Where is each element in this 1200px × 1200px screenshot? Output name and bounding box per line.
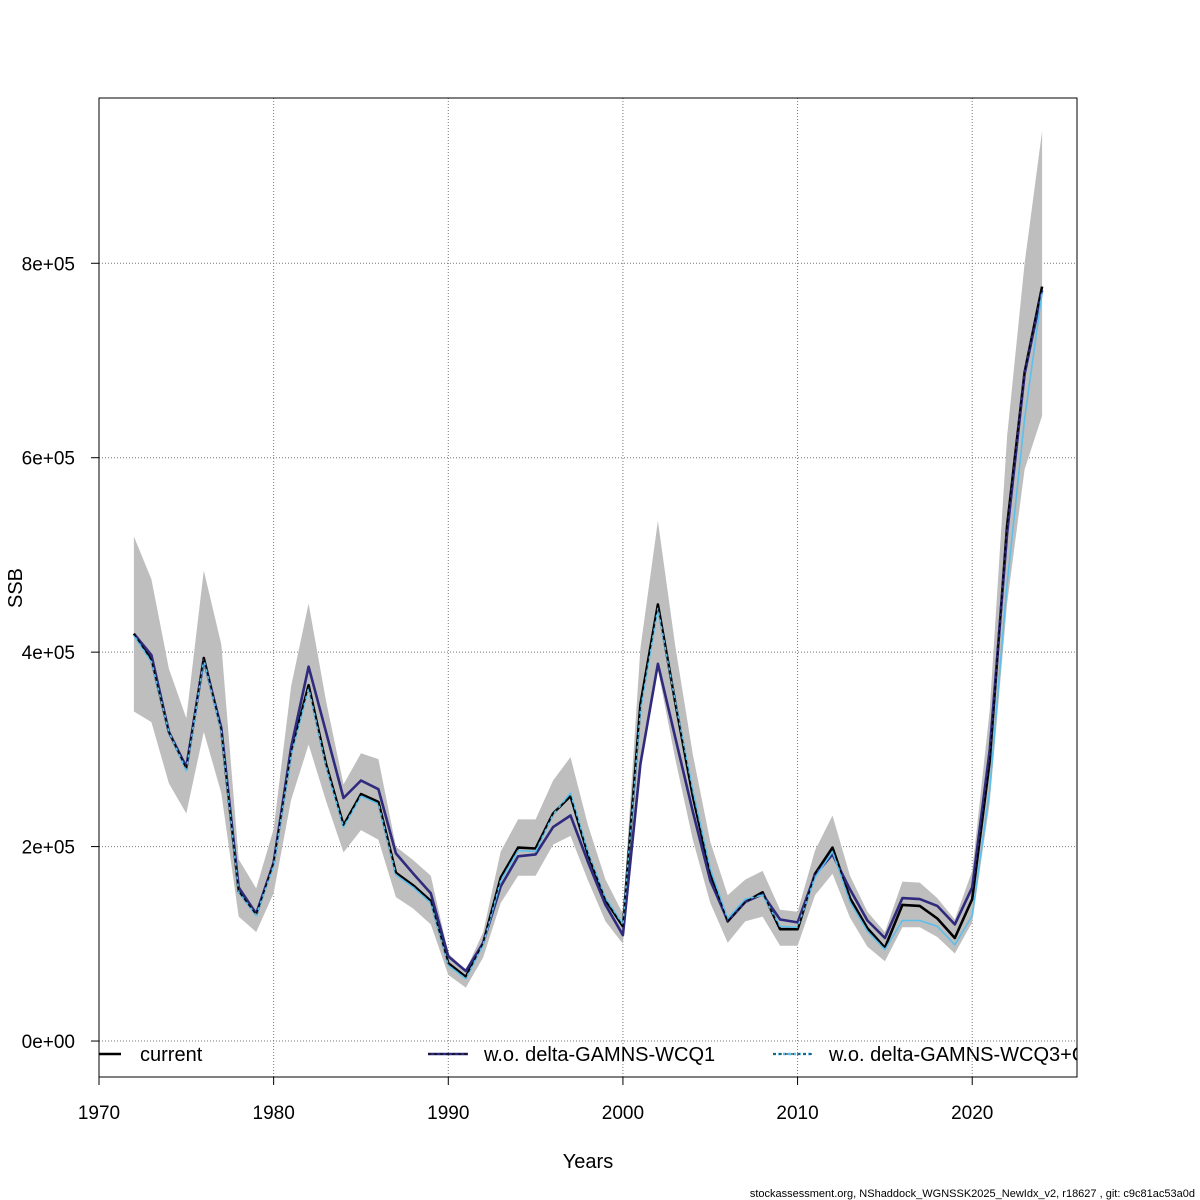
legend-label: current	[140, 1044, 203, 1066]
grid-lines	[99, 98, 1077, 1077]
series-line-3	[133, 286, 1043, 978]
y-tick-label: 6e+05	[22, 449, 75, 470]
x-axis: 1970 1980 1990 2000 2010 2020	[78, 1076, 993, 1124]
legend-label: w.o. delta-GAMNS-WCQ1	[483, 1044, 715, 1066]
x-tick-label: 1980	[253, 1103, 295, 1124]
series-layer	[132, 286, 1044, 980]
legend: current w.o. delta-GAMNS-WCQ1 w.o. delta-G…	[99, 1044, 1099, 1066]
y-axis-title: SSB	[5, 568, 27, 608]
x-tick-label: 1990	[427, 1103, 469, 1124]
legend-label: w.o. delta-GAMNS-WCQ3+Q4	[828, 1044, 1099, 1066]
y-tick-label: 0e+00	[22, 1032, 75, 1053]
y-axis: 0e+00 2e+05 4e+05 6e+05 8e+05	[22, 254, 100, 1053]
series-line-1	[132, 290, 1044, 973]
x-axis-title: Years	[563, 1151, 613, 1173]
footer-text: stockassessment.org, NShaddock_WGNSSK202…	[750, 1188, 1195, 1200]
x-tick-label: 2000	[602, 1103, 644, 1124]
confidence-band-layer	[133, 131, 1043, 988]
confidence-band	[133, 131, 1043, 988]
x-tick-label: 2020	[951, 1103, 993, 1124]
y-tick-label: 4e+05	[22, 643, 75, 664]
y-tick-label: 2e+05	[22, 838, 75, 859]
x-tick-label: 1970	[78, 1103, 120, 1124]
x-tick-label: 2010	[776, 1103, 818, 1124]
y-tick-label: 8e+05	[22, 254, 75, 275]
